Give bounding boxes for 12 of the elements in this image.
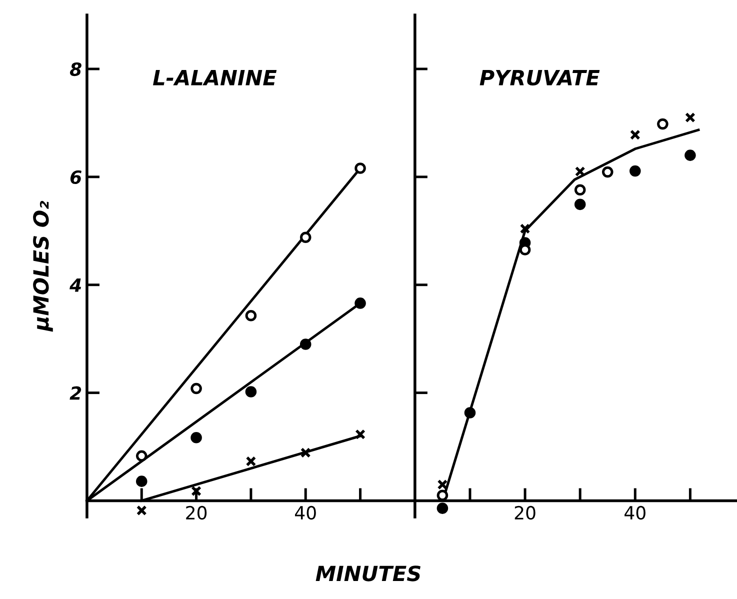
text: L-ALANINE	[152, 70, 277, 86]
y-tick-label: 8	[70, 62, 82, 76]
y-tick-label: 2	[70, 386, 82, 400]
x-tick-label: 40	[295, 506, 316, 520]
x-axis-title: MINUTES	[316, 566, 420, 582]
x-tick-label: 20	[186, 506, 207, 520]
x-tick-label: 20	[514, 506, 536, 520]
y-axis-title: μMOLES O₂	[33, 200, 53, 332]
y-tick-label: 6	[70, 170, 82, 184]
x-tick-label: 40	[624, 506, 646, 520]
text: PYRUVATE	[480, 70, 600, 86]
y-tick-label: 4	[70, 278, 82, 292]
